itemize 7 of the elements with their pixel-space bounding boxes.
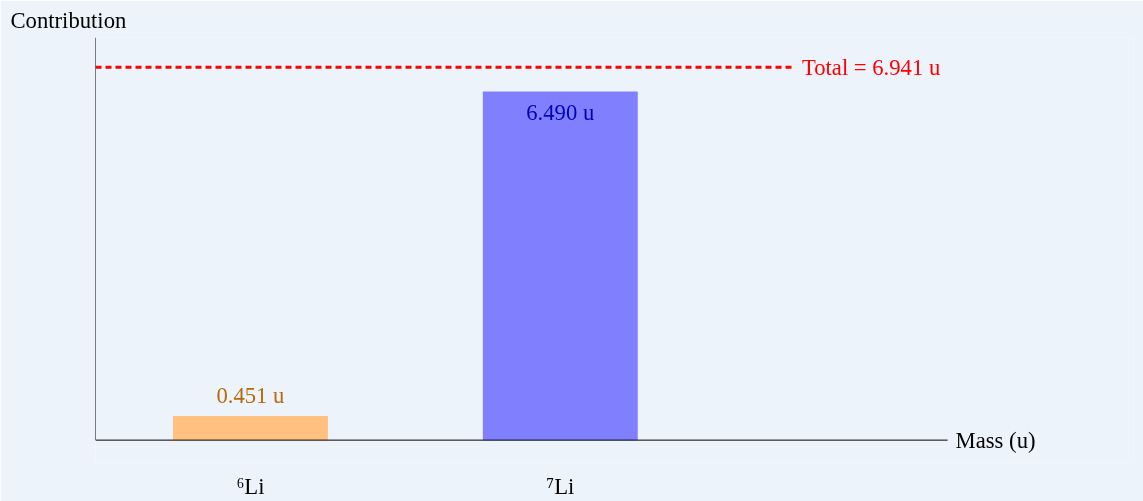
y-axis-title: Contribution bbox=[10, 7, 127, 33]
data-label: 0.451 u bbox=[216, 382, 285, 408]
x-tick-label: ⁷Li bbox=[546, 473, 575, 499]
x-tick-label: ⁶Li bbox=[236, 473, 265, 499]
x-axis-title: Mass (u) bbox=[955, 427, 1036, 453]
ref-line-label: Total = 6.941 u bbox=[801, 54, 941, 80]
data-label: 6.490 u bbox=[526, 99, 595, 125]
